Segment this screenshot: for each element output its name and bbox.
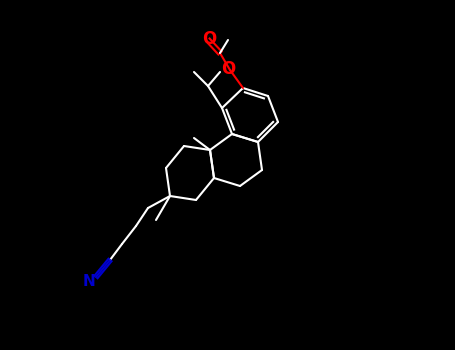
Text: N: N: [83, 274, 96, 289]
Text: O: O: [202, 30, 216, 48]
Text: O: O: [221, 60, 235, 78]
